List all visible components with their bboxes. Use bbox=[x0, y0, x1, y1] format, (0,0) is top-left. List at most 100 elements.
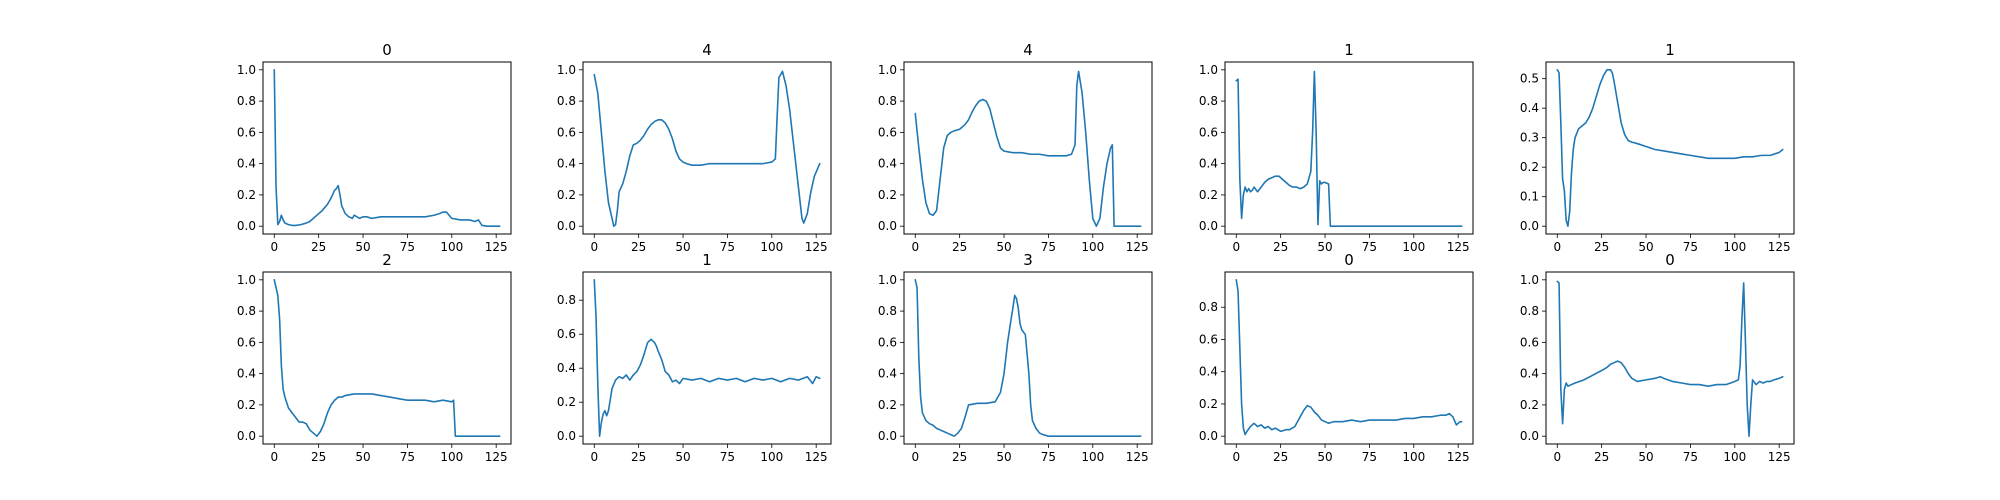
x-tick-label: 125 bbox=[1126, 450, 1149, 464]
y-tick-label: 0.8 bbox=[237, 94, 256, 108]
y-tick-label: 0.8 bbox=[1520, 304, 1539, 318]
x-tick-label: 25 bbox=[1594, 450, 1609, 464]
x-tick-label: 25 bbox=[952, 240, 967, 254]
x-tick-label: 50 bbox=[355, 450, 370, 464]
subplot-8: 3 0 25 50 75 100 125 0.0 0.2 0.4 0.6 0.8 1.0 bbox=[878, 251, 1153, 464]
subplot-title: 0 bbox=[1665, 251, 1675, 269]
x-tick-label: 100 bbox=[760, 240, 783, 254]
x-tick-label: 100 bbox=[1081, 450, 1104, 464]
subplot-title: 4 bbox=[702, 41, 712, 59]
y-tick-label: 1.0 bbox=[878, 273, 897, 287]
y-tick-label: 0.4 bbox=[557, 157, 576, 171]
y-tick-label: 0.4 bbox=[1199, 157, 1218, 171]
y-tick-label: 0.0 bbox=[237, 219, 256, 233]
series-line bbox=[1556, 69, 1784, 227]
x-tick-label: 75 bbox=[400, 240, 415, 254]
x-tick-label: 50 bbox=[996, 450, 1011, 464]
y-tick-label: 0.4 bbox=[237, 367, 256, 381]
y-tick-label: 0.8 bbox=[557, 94, 576, 108]
y-tick-label: 0.3 bbox=[1520, 131, 1539, 145]
subplot-6: 2 0 25 50 75 100 125 0.0 0.2 0.4 0.6 0.8 1.0 bbox=[237, 251, 512, 464]
y-tick-label: 0.6 bbox=[557, 125, 576, 139]
subplot-title: 0 bbox=[382, 41, 392, 59]
x-tick-label: 25 bbox=[1273, 450, 1288, 464]
y-tick-label: 0.2 bbox=[557, 395, 576, 409]
subplot-title: 2 bbox=[382, 251, 392, 269]
subplot-4: 1 0 25 50 75 100 125 0.0 0.2 0.4 0.6 0.8 1.0 bbox=[1199, 41, 1474, 254]
y-tick-label: 1.0 bbox=[557, 63, 576, 77]
y-tick-label: 0.2 bbox=[878, 188, 897, 202]
series-line bbox=[1235, 279, 1463, 436]
y-tick-label: 0.6 bbox=[1199, 332, 1218, 346]
x-tick-label: 0 bbox=[1553, 450, 1561, 464]
y-tick-label: 0.4 bbox=[878, 157, 897, 171]
x-tick-label: 25 bbox=[952, 450, 967, 464]
axes-frame bbox=[903, 61, 1153, 235]
subplot-5: 1 0 25 50 75 100 125 0.0 0.1 0.2 0.3 0.4 0.5 bbox=[1520, 41, 1795, 254]
y-tick-label: 0.0 bbox=[1520, 429, 1539, 443]
x-tick-label: 50 bbox=[675, 240, 690, 254]
subplot-title: 0 bbox=[1344, 251, 1354, 269]
axes-frame bbox=[582, 61, 832, 235]
subplot-title: 1 bbox=[1344, 41, 1354, 59]
x-tick-label: 0 bbox=[911, 240, 919, 254]
y-tick-label: 0.4 bbox=[557, 361, 576, 375]
x-tick-label: 100 bbox=[1723, 450, 1746, 464]
y-tick-label: 0.4 bbox=[1520, 367, 1539, 381]
y-tick-label: 0.6 bbox=[237, 125, 256, 139]
series-line bbox=[914, 279, 1142, 437]
x-tick-label: 50 bbox=[1317, 240, 1332, 254]
x-tick-label: 0 bbox=[1232, 240, 1240, 254]
x-tick-label: 0 bbox=[1553, 240, 1561, 254]
x-tick-label: 0 bbox=[1232, 450, 1240, 464]
y-tick-label: 1.0 bbox=[878, 63, 897, 77]
x-tick-label: 100 bbox=[760, 450, 783, 464]
series-line bbox=[1556, 280, 1784, 437]
series-line bbox=[1235, 70, 1463, 227]
y-tick-label: 0.2 bbox=[1520, 398, 1539, 412]
x-tick-label: 75 bbox=[1362, 240, 1377, 254]
x-tick-label: 100 bbox=[1402, 450, 1425, 464]
y-tick-label: 0.6 bbox=[878, 125, 897, 139]
x-tick-label: 100 bbox=[1402, 240, 1425, 254]
y-tick-label: 0.8 bbox=[878, 94, 897, 108]
y-tick-label: 0.8 bbox=[237, 304, 256, 318]
y-tick-label: 0.2 bbox=[1199, 397, 1218, 411]
x-tick-label: 100 bbox=[1723, 240, 1746, 254]
y-tick-label: 0.8 bbox=[1199, 94, 1218, 108]
y-tick-label: 1.0 bbox=[237, 63, 256, 77]
x-tick-label: 0 bbox=[270, 240, 278, 254]
y-tick-label: 0.0 bbox=[557, 429, 576, 443]
x-tick-label: 125 bbox=[485, 240, 508, 254]
y-tick-label: 0.6 bbox=[878, 335, 897, 349]
y-tick-label: 0.2 bbox=[878, 398, 897, 412]
subplot-title: 3 bbox=[1023, 251, 1033, 269]
y-tick-label: 0.8 bbox=[878, 304, 897, 318]
x-tick-label: 125 bbox=[805, 240, 828, 254]
y-tick-label: 0.0 bbox=[1199, 219, 1218, 233]
axes-frame bbox=[262, 271, 512, 445]
x-tick-label: 75 bbox=[720, 450, 735, 464]
x-tick-label: 0 bbox=[590, 240, 598, 254]
x-tick-label: 50 bbox=[1638, 450, 1653, 464]
x-tick-label: 75 bbox=[1041, 450, 1056, 464]
y-tick-label: 0.4 bbox=[1520, 101, 1539, 115]
subplot-title: 4 bbox=[1023, 41, 1033, 59]
x-tick-label: 125 bbox=[1447, 450, 1470, 464]
x-tick-label: 125 bbox=[1768, 450, 1791, 464]
x-tick-label: 50 bbox=[996, 240, 1011, 254]
x-tick-label: 50 bbox=[1317, 450, 1332, 464]
x-tick-label: 0 bbox=[911, 450, 919, 464]
x-tick-label: 75 bbox=[1683, 450, 1698, 464]
x-tick-label: 25 bbox=[631, 240, 646, 254]
y-tick-label: 0.2 bbox=[557, 188, 576, 202]
y-tick-label: 1.0 bbox=[1199, 63, 1218, 77]
y-tick-label: 0.0 bbox=[878, 219, 897, 233]
axes-frame bbox=[1545, 61, 1795, 235]
x-tick-label: 25 bbox=[1273, 240, 1288, 254]
axes-frame bbox=[582, 271, 832, 445]
y-tick-label: 0.8 bbox=[1199, 300, 1218, 314]
subplot-3: 4 0 25 50 75 100 125 0.0 0.2 0.4 0.6 0.8 1.0 bbox=[878, 41, 1153, 254]
y-tick-label: 0.0 bbox=[878, 429, 897, 443]
y-tick-label: 1.0 bbox=[237, 273, 256, 287]
